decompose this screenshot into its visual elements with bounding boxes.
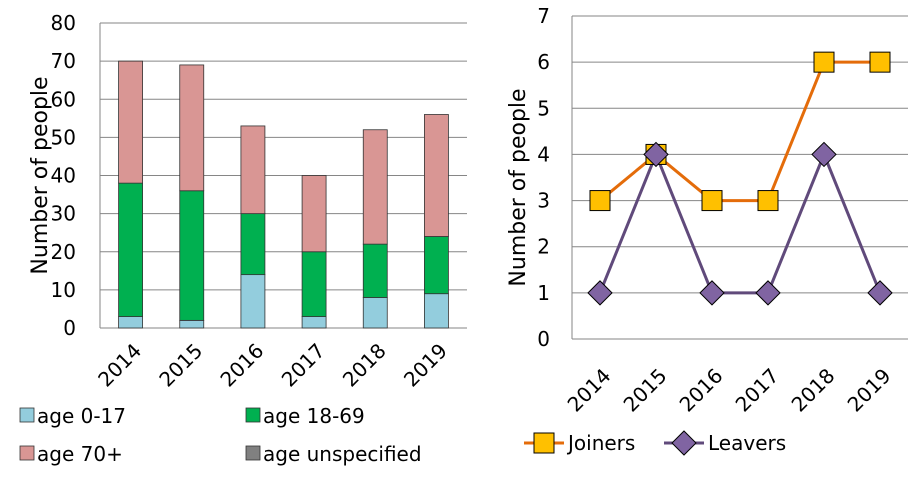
left-y-tick-label: 70 — [51, 49, 76, 73]
right-y-axis-title: Number of people — [506, 88, 531, 286]
right-y-tick-label: 4 — [537, 142, 550, 166]
bar-segment — [362, 243, 388, 298]
right-y-tick-label: 7 — [537, 4, 550, 28]
left-x-tick-label: 2014 — [93, 339, 146, 392]
bar-segment — [424, 293, 449, 329]
line-point — [869, 51, 891, 73]
line-point — [757, 190, 779, 212]
left-x-tick-label: 2019 — [399, 339, 452, 392]
legend-swatch — [19, 445, 35, 461]
right-y-tick-label: 2 — [537, 235, 550, 259]
line-point — [699, 280, 725, 306]
bar-segment — [179, 319, 205, 329]
right-y-tick-label: 3 — [537, 189, 550, 213]
right-x-tick-label: 2014 — [563, 364, 616, 417]
line-point — [701, 190, 723, 212]
line-point — [867, 280, 893, 306]
bar-segment — [118, 60, 143, 184]
right-x-tick-label: 2017 — [731, 364, 784, 417]
legend-label: Leavers — [708, 431, 786, 455]
left-y-tick-label: 0 — [63, 316, 76, 340]
right-x-tick-label: 2018 — [787, 364, 840, 417]
right-y-tick-label: 5 — [537, 96, 550, 120]
bar-segment — [301, 316, 327, 329]
left-y-tick-label: 40 — [51, 164, 76, 188]
legend-swatch — [245, 445, 261, 461]
legend-label: Joiners — [566, 431, 635, 455]
left-y-tick-label: 60 — [51, 87, 76, 111]
left-x-tick-label: 2016 — [215, 339, 268, 392]
bar-segment — [301, 251, 327, 317]
right-x-tick-label: 2016 — [675, 364, 728, 417]
line-point — [811, 141, 837, 168]
left-x-tick-label: 2018 — [338, 339, 391, 392]
bar-segment — [301, 175, 327, 253]
line-point — [755, 280, 781, 306]
bar-segment — [362, 297, 388, 329]
bar-segment — [179, 190, 205, 321]
right-x-tick-label: 2019 — [843, 364, 896, 417]
left-y-tick-label: 10 — [51, 278, 76, 302]
legend-swatch — [19, 407, 35, 423]
legend-label: age unspecified — [263, 442, 422, 466]
bar-segment — [118, 316, 143, 329]
left-x-tick-label: 2015 — [154, 339, 207, 392]
right-y-tick-label: 6 — [537, 50, 550, 74]
legend-swatch — [245, 407, 261, 423]
line-point — [813, 51, 835, 73]
bar-segment — [240, 274, 266, 329]
right-x-tick-label: 2015 — [619, 364, 672, 417]
line-point — [643, 141, 669, 168]
series-line — [598, 150, 882, 295]
series-line — [599, 60, 880, 203]
bar-segment — [179, 64, 205, 192]
right-y-tick-label: 1 — [537, 281, 550, 305]
line-point — [533, 432, 555, 454]
bar-segment — [240, 125, 266, 215]
bar-segment — [118, 182, 143, 317]
line-point — [587, 280, 613, 306]
line-point — [589, 190, 611, 212]
bar-segment — [240, 213, 266, 276]
right-y-tick-label: 0 — [537, 327, 550, 351]
left-y-axis-title: Number of people — [28, 76, 53, 274]
bar-segment — [424, 114, 449, 237]
bar-segment — [362, 129, 388, 245]
bar-segment — [424, 236, 449, 295]
legend-label: age 18-69 — [263, 404, 365, 428]
legend-label: age 0-17 — [37, 404, 126, 428]
left-y-tick-label: 50 — [51, 125, 76, 149]
left-y-tick-label: 20 — [51, 240, 76, 264]
left-x-tick-label: 2017 — [277, 339, 330, 392]
left-y-tick-label: 30 — [51, 202, 76, 226]
left-y-tick-label: 80 — [51, 11, 76, 35]
line-point — [671, 430, 697, 456]
legend-label: age 70+ — [37, 442, 123, 466]
